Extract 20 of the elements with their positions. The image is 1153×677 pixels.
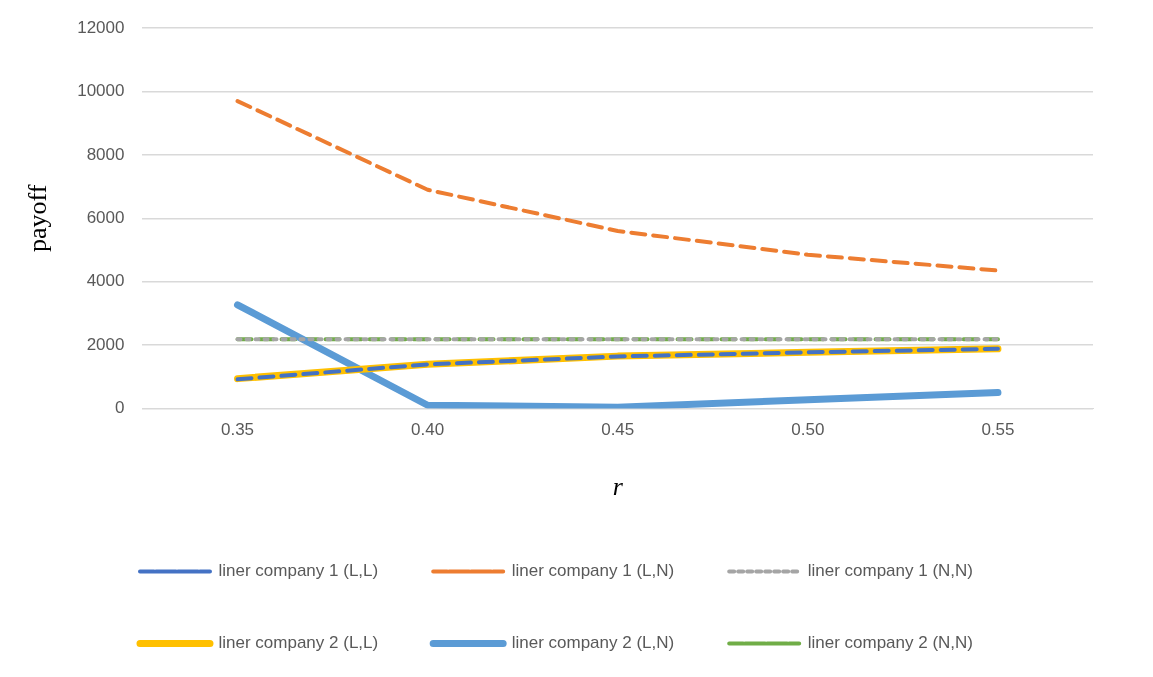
x-tick-label: 0.55	[981, 420, 1015, 440]
y-tick-label: 12000	[77, 17, 125, 37]
legend-label: liner company 1 (L,L)	[218, 561, 379, 581]
legend-label: liner company 1 (L,N)	[511, 561, 675, 581]
y-tick-label: 4000	[86, 271, 125, 291]
y-tick-label: 0	[115, 398, 125, 418]
y-axis-title: payoff	[23, 184, 53, 252]
x-tick-label: 0.40	[411, 420, 445, 440]
x-tick-label: 0.45	[601, 420, 635, 440]
y-tick-label: 10000	[77, 81, 125, 101]
x-tick-label: 0.50	[791, 420, 825, 440]
legend-label: liner company 2 (L,L)	[218, 633, 379, 653]
y-tick-label: 2000	[86, 334, 125, 354]
legend-label: liner company 1 (N,N)	[807, 561, 974, 581]
x-tick-label: 0.35	[220, 420, 255, 440]
y-tick-label: 8000	[86, 144, 125, 164]
y-tick-label: 6000	[86, 207, 125, 227]
legend-label: liner company 2 (L,N)	[511, 633, 675, 653]
legend-label: liner company 2 (N,N)	[807, 633, 974, 653]
x-axis-title: r	[612, 472, 624, 502]
